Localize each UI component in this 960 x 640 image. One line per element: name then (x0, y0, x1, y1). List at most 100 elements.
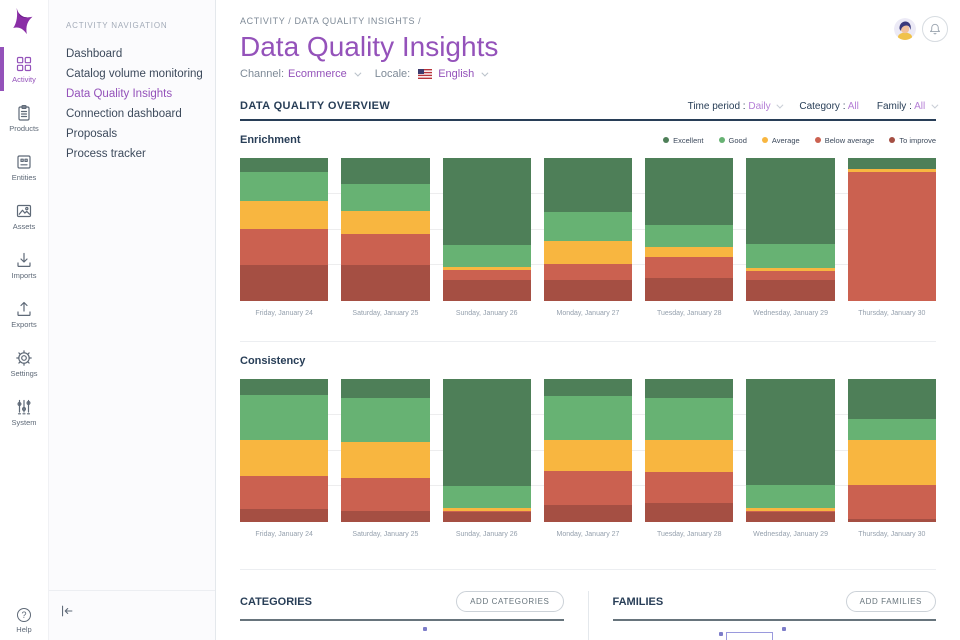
nav-item-data-quality-insights[interactable]: Data Quality Insights (66, 88, 173, 100)
bar-segment-below_average (847, 172, 936, 301)
stacked-bar-consistency-2[interactable] (442, 379, 531, 522)
bar-segment-excellent (240, 379, 329, 395)
card-icon (17, 155, 31, 169)
overview-title: DATA QUALITY OVERVIEW (240, 100, 391, 112)
collapse-sidebar-button[interactable] (59, 603, 75, 624)
question-icon: ? (17, 608, 31, 622)
bar-label: Saturday, January 25 (352, 310, 419, 317)
bar-segment-good (645, 225, 734, 247)
stacked-bar-enrichment-1[interactable] (341, 158, 430, 301)
import-icon (17, 252, 31, 267)
channel-label: Channel: (240, 68, 285, 80)
rail-item-assets[interactable]: Assets (0, 197, 48, 235)
stacked-bar-enrichment-0[interactable] (240, 158, 329, 301)
bar-segment-average (341, 441, 430, 478)
bar-segment-good (746, 243, 835, 269)
akeneo-logo-icon[interactable] (9, 6, 39, 36)
bar-label: Tuesday, January 28 (656, 310, 722, 317)
bar-segment-below_average (341, 477, 430, 511)
category-filter[interactable]: Category : All (799, 101, 859, 112)
bar-segment-good (442, 486, 531, 508)
nav-item-process-tracker[interactable]: Process tracker (66, 148, 146, 160)
add-categories-button[interactable]: ADD CATEGORIES (456, 591, 564, 612)
rail-item-label: Imports (11, 271, 37, 280)
quality-legend: Excellent Good Average Below average To impr… (663, 136, 936, 145)
consistency-chart-section: Consistency Friday, January 24 Saturday, … (240, 355, 936, 538)
locale-label: Locale: (374, 68, 411, 80)
stacked-bar-enrichment-3[interactable] (543, 158, 633, 301)
legend-dot-excellent (663, 137, 670, 143)
nav-panel-footer (49, 590, 215, 640)
bar-segment-excellent (543, 158, 633, 213)
stacked-bar-enrichment-5[interactable] (746, 158, 835, 301)
rail-item-imports[interactable]: Imports (0, 246, 48, 284)
nav-item-dashboard[interactable]: Dashboard (66, 48, 123, 60)
enrichment-chart-title: Enrichment (240, 134, 301, 146)
bar-segment-below_average (442, 510, 531, 512)
page-title: Data Quality Insights (240, 31, 499, 62)
bar-label: Wednesday, January 29 (753, 531, 828, 538)
breadcrumb[interactable]: ACTIVITY / DATA QUALITY INSIGHTS / (240, 16, 422, 26)
user-avatar[interactable] (894, 18, 916, 40)
legend-item-excellent: Excellent (663, 136, 704, 145)
nav-panel-title: ACTIVITY NAVIGATION (66, 21, 168, 30)
rail-item-system[interactable]: System (0, 393, 48, 431)
context-selectors: Channel: Ecommerce Locale: English (240, 68, 936, 80)
nav-item-catalog-volume-monitoring[interactable]: Catalog volume monitoring (66, 68, 203, 80)
bar-label: Wednesday, January 29 (753, 310, 828, 317)
bar-segment-average (543, 240, 633, 264)
stacked-bar-consistency-6[interactable] (847, 379, 936, 522)
consistency-bars (240, 379, 936, 522)
bar-segment-good (543, 396, 633, 441)
activity-nav-panel: ACTIVITY NAVIGATION Dashboard Catalog vo… (48, 0, 216, 640)
bar-segment-excellent (746, 379, 835, 485)
bar-segment-below_average (543, 470, 633, 505)
icon-rail: Activity Products Entities Assets Import… (0, 0, 48, 640)
legend-item-average: Average (761, 136, 800, 145)
rail-item-settings[interactable]: Settings (0, 344, 48, 382)
rail-item-label: Settings (10, 369, 38, 378)
stacked-bar-consistency-5[interactable] (746, 379, 835, 522)
rail-item-label: Activity (12, 75, 36, 84)
locale-selector[interactable]: English (438, 68, 475, 80)
bar-segment-good (645, 397, 734, 441)
notifications-button[interactable] (922, 16, 948, 42)
bar-segment-excellent (645, 379, 734, 398)
help-button[interactable]: ? Help (0, 605, 48, 634)
stacked-bar-consistency-1[interactable] (341, 379, 430, 522)
legend-dot-good (718, 137, 725, 143)
rail-item-exports[interactable]: Exports (0, 295, 48, 333)
bar-segment-to_improve (847, 519, 936, 522)
header-icons (894, 16, 948, 42)
bar-segment-excellent (240, 158, 329, 173)
nav-item-connection-dashboard[interactable]: Connection dashboard (66, 108, 182, 120)
stacked-bar-enrichment-6[interactable] (847, 158, 936, 301)
overview-filters: Time period : Daily Category : All Famil… (688, 101, 939, 112)
stacked-bar-consistency-4[interactable] (645, 379, 734, 522)
export-icon (17, 301, 31, 316)
bar-label: Saturday, January 25 (352, 531, 419, 538)
bar-segment-below_average (847, 484, 936, 520)
bar-segment-average (442, 266, 531, 270)
time-period-filter[interactable]: Time period : Daily (688, 101, 784, 112)
rail-item-products[interactable]: Products (0, 99, 48, 137)
add-families-button[interactable]: ADD FAMILIES (845, 591, 936, 612)
bar-segment-good (847, 419, 936, 441)
stacked-bar-enrichment-4[interactable] (645, 158, 734, 301)
bar-segment-to_improve (442, 279, 531, 301)
chevron-down-icon (354, 69, 362, 77)
stacked-bar-consistency-3[interactable] (543, 379, 633, 522)
chevron-down-icon (481, 69, 489, 77)
bar-segment-average (543, 440, 633, 471)
us-flag-icon (418, 69, 433, 79)
nav-item-proposals[interactable]: Proposals (66, 128, 118, 140)
rail-item-activity[interactable]: Activity (0, 47, 48, 91)
stacked-bar-enrichment-2[interactable] (442, 158, 531, 301)
bar-segment-excellent (341, 379, 430, 398)
channel-selector[interactable]: Ecommerce (288, 68, 347, 80)
bar-segment-to_improve (341, 265, 430, 301)
legend-dot-average (761, 137, 768, 143)
stacked-bar-consistency-0[interactable] (240, 379, 329, 522)
rail-item-entities[interactable]: Entities (0, 148, 48, 186)
family-filter[interactable]: Family : All (877, 101, 939, 112)
